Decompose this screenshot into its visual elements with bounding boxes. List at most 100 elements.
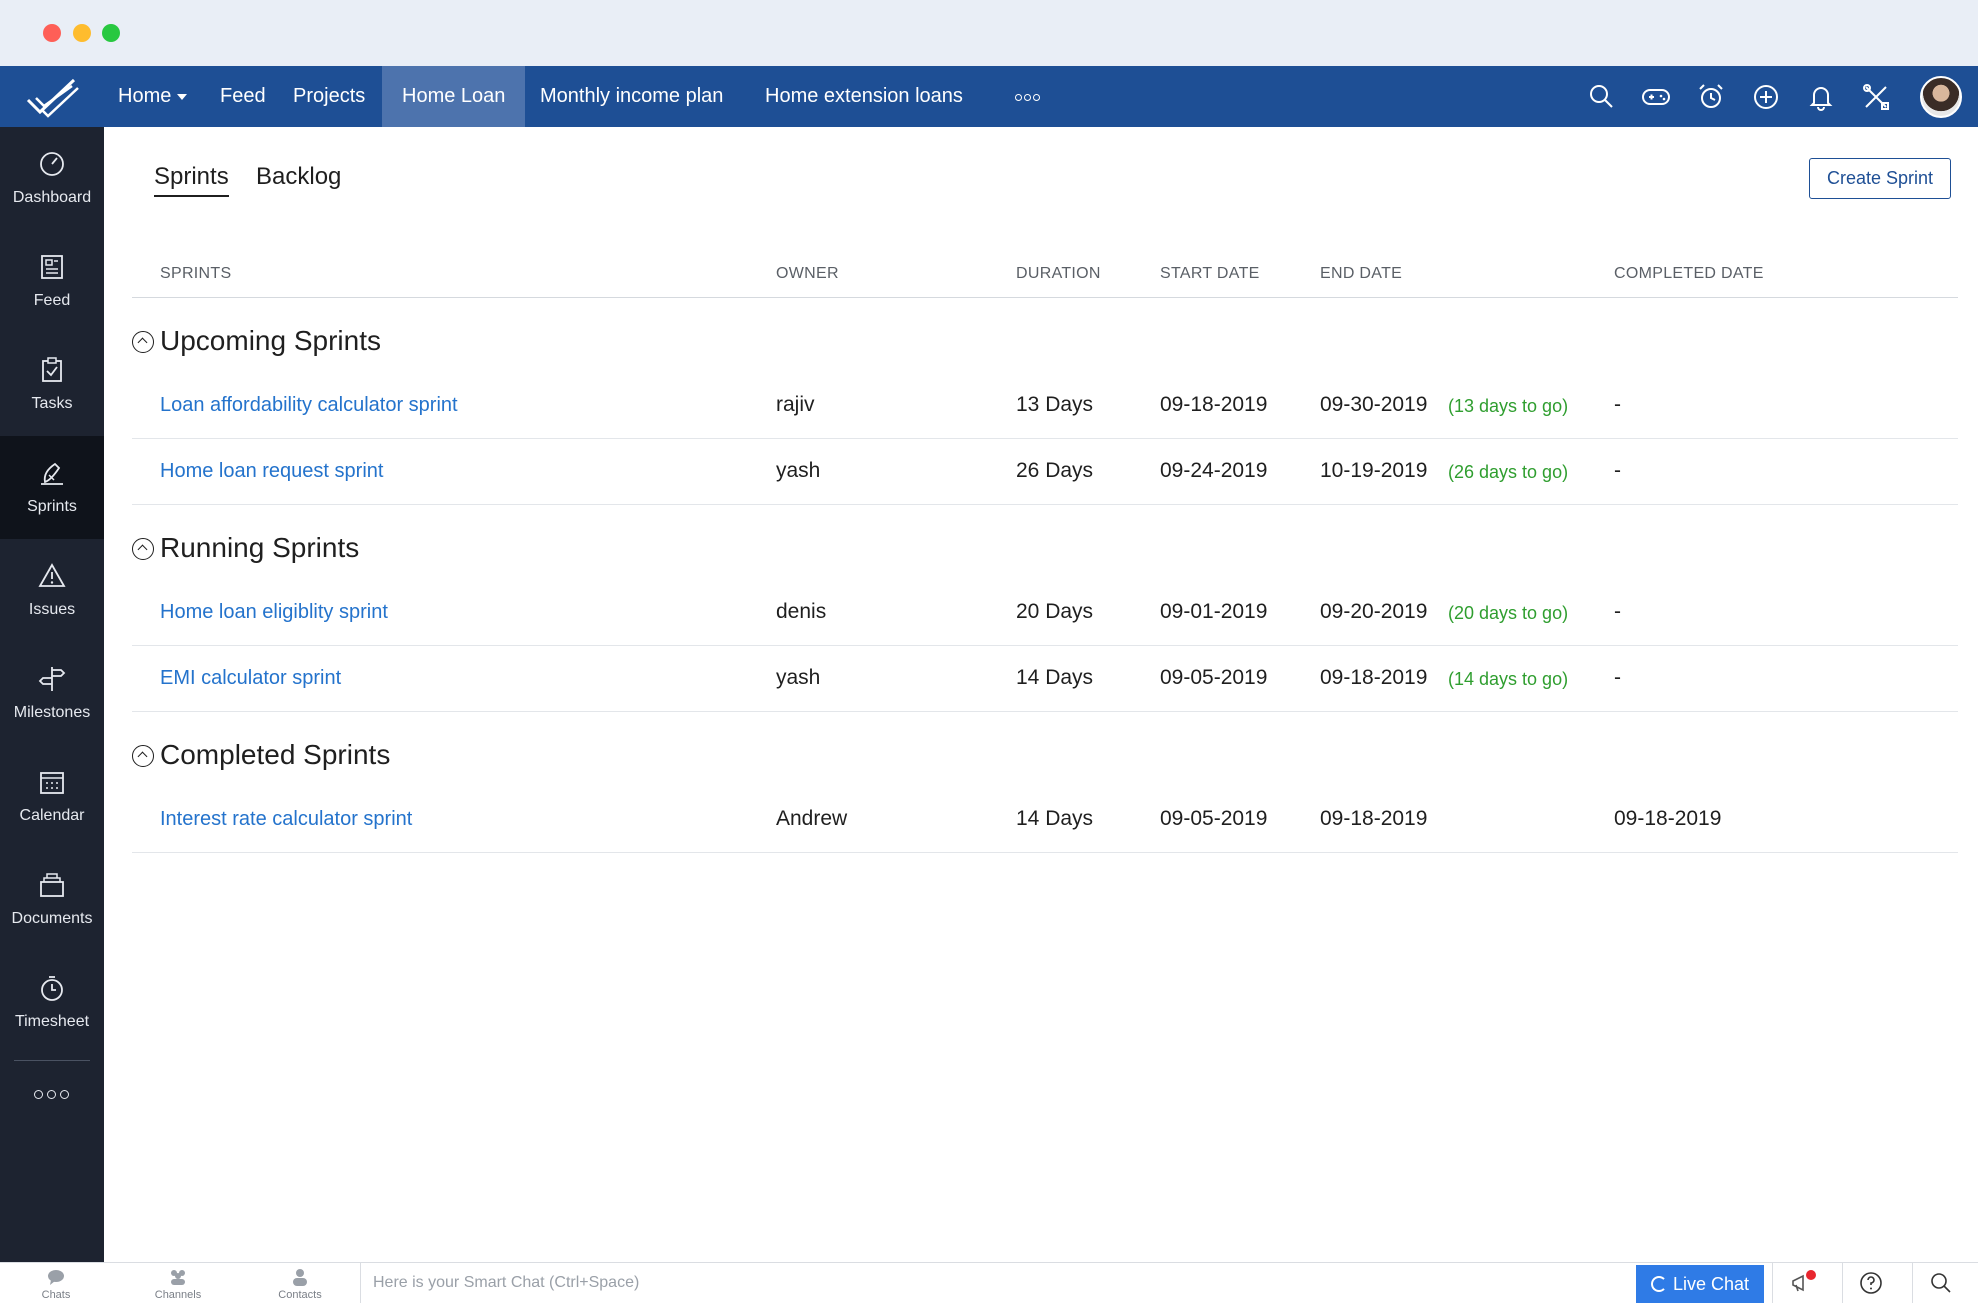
duration-cell: 13 Days xyxy=(1016,393,1094,416)
sidebar-more-icon[interactable] xyxy=(34,1087,70,1101)
nav-projects[interactable]: Projects xyxy=(293,85,366,107)
collapse-toggle-icon[interactable] xyxy=(132,745,154,767)
search-icon[interactable] xyxy=(1912,1263,1968,1303)
contacts-button[interactable]: Contacts xyxy=(260,1263,340,1303)
tools-icon[interactable] xyxy=(1860,81,1892,113)
column-header-completed-date[interactable]: COMPLETED DATE xyxy=(1614,265,1764,282)
days-to-go-label: (20 days to go) xyxy=(1448,603,1569,623)
headset-icon xyxy=(1650,1276,1667,1292)
live-chat-button[interactable]: Live Chat xyxy=(1636,1265,1764,1303)
maximize-window-button[interactable] xyxy=(102,24,120,42)
sidebar-item-tasks[interactable]: Tasks xyxy=(0,333,104,436)
create-sprint-button[interactable]: Create Sprint xyxy=(1809,158,1951,199)
nav-home-extension-loans[interactable]: Home extension loans xyxy=(765,85,963,107)
close-window-button[interactable] xyxy=(43,24,61,42)
channels-label: Channels xyxy=(154,1289,202,1301)
channels-button[interactable]: Channels xyxy=(138,1263,218,1303)
sidebar-item-label: Timesheet xyxy=(14,1013,90,1030)
sidebar-divider xyxy=(14,1060,90,1061)
completed-date-cell: - xyxy=(1614,600,1621,623)
table-row: Loan affordability calculator sprint raj… xyxy=(132,373,1958,439)
stopwatch-icon xyxy=(37,973,67,1003)
contact-person-icon xyxy=(290,1268,310,1286)
chats-button[interactable]: Chats xyxy=(16,1263,96,1303)
speedometer-icon xyxy=(37,149,67,179)
chevron-down-icon xyxy=(177,93,188,100)
chat-bubble-icon xyxy=(46,1268,66,1286)
end-date-cell: 10-19-2019 xyxy=(1320,459,1428,482)
completed-date-cell: - xyxy=(1614,393,1621,416)
main-content: Sprints Backlog Create Sprint SPRINTS OW… xyxy=(104,127,1978,1262)
signpost-icon xyxy=(37,664,67,694)
sidebar-item-label: Feed xyxy=(33,292,71,309)
owner-cell: rajiv xyxy=(776,393,815,416)
sprint-name-link[interactable]: Home loan eligiblity sprint xyxy=(160,601,388,623)
calendar-icon xyxy=(37,767,67,797)
minimize-window-button[interactable] xyxy=(73,24,91,42)
app-logo-icon[interactable] xyxy=(22,74,82,120)
section-upcoming-sprints: Upcoming Sprints xyxy=(132,321,1958,371)
table-header: SPRINTS OWNER DURATION START DATE END DA… xyxy=(132,263,1958,298)
sidebar-item-timesheet[interactable]: Timesheet xyxy=(0,951,104,1054)
plus-circle-icon[interactable] xyxy=(1750,81,1782,113)
sidebar-item-calendar[interactable]: Calendar xyxy=(0,745,104,848)
section-title: Completed Sprints xyxy=(160,739,391,770)
live-chat-label: Live Chat xyxy=(1672,1274,1750,1294)
collapse-toggle-icon[interactable] xyxy=(132,538,154,560)
sidebar: Dashboard Feed Tasks Sprints Issues Mile… xyxy=(0,127,104,1262)
completed-date-cell: - xyxy=(1614,459,1621,482)
nav-more-icon[interactable] xyxy=(1015,66,1045,127)
start-date-cell: 09-24-2019 xyxy=(1160,459,1268,482)
column-header-end-date[interactable]: END DATE xyxy=(1320,265,1403,282)
help-icon[interactable] xyxy=(1842,1263,1898,1303)
end-date-cell: 09-30-2019 xyxy=(1320,393,1428,416)
sidebar-item-label: Documents xyxy=(11,910,93,927)
section-running-sprints: Running Sprints xyxy=(132,528,1958,578)
alarm-clock-icon[interactable] xyxy=(1695,81,1727,113)
sidebar-item-issues[interactable]: Issues xyxy=(0,539,104,642)
sidebar-item-sprints[interactable]: Sprints xyxy=(0,436,104,539)
duration-cell: 14 Days xyxy=(1016,807,1094,830)
sprint-name-link[interactable]: Loan affordability calculator sprint xyxy=(160,394,458,416)
notification-dot xyxy=(1806,1270,1816,1280)
sprint-name-link[interactable]: Home loan request sprint xyxy=(160,460,384,482)
megaphone-icon[interactable] xyxy=(1772,1263,1828,1303)
end-date-cell: 09-18-2019 xyxy=(1320,807,1428,830)
section-title: Running Sprints xyxy=(160,532,360,563)
tab-backlog[interactable]: Backlog xyxy=(256,163,342,190)
column-header-start-date[interactable]: START DATE xyxy=(1160,265,1260,282)
newspaper-icon xyxy=(37,252,67,282)
nav-home[interactable]: Home xyxy=(118,66,188,127)
nav-feed[interactable]: Feed xyxy=(220,85,266,107)
bell-icon[interactable] xyxy=(1805,81,1837,113)
sidebar-item-label: Tasks xyxy=(31,395,73,412)
sprint-name-link[interactable]: EMI calculator sprint xyxy=(160,667,342,689)
sidebar-item-label: Milestones xyxy=(13,704,91,721)
column-header-owner[interactable]: OWNER xyxy=(776,265,839,282)
tab-sprints[interactable]: Sprints xyxy=(154,163,229,197)
smart-chat-input[interactable] xyxy=(360,1263,1635,1303)
duration-cell: 26 Days xyxy=(1016,459,1094,482)
nav-home-loan[interactable]: Home Loan xyxy=(382,66,526,127)
bottom-chat-bar: Chats Channels Contacts Live Chat xyxy=(0,1262,1978,1303)
sidebar-item-milestones[interactable]: Milestones xyxy=(0,642,104,745)
gamepad-icon[interactable] xyxy=(1640,81,1672,113)
column-header-sprints[interactable]: SPRINTS xyxy=(160,265,232,282)
sidebar-item-label: Dashboard xyxy=(12,189,92,206)
table-row: EMI calculator sprint yash 14 Days 09-05… xyxy=(132,646,1958,712)
user-avatar[interactable] xyxy=(1920,76,1962,118)
window-titlebar xyxy=(0,0,1978,66)
collapse-toggle-icon[interactable] xyxy=(132,331,154,353)
days-to-go-label: (14 days to go) xyxy=(1448,669,1569,689)
days-to-go-label: (13 days to go) xyxy=(1448,396,1569,416)
table-row: Home loan request sprint yash 26 Days 09… xyxy=(132,439,1958,505)
sidebar-item-documents[interactable]: Documents xyxy=(0,848,104,951)
sidebar-item-dashboard[interactable]: Dashboard xyxy=(0,127,104,230)
start-date-cell: 09-05-2019 xyxy=(1160,807,1268,830)
sidebar-item-feed[interactable]: Feed xyxy=(0,230,104,333)
nav-monthly-income-plan[interactable]: Monthly income plan xyxy=(540,85,724,107)
column-header-duration[interactable]: DURATION xyxy=(1016,265,1101,282)
owner-cell: yash xyxy=(776,666,821,689)
search-icon[interactable] xyxy=(1586,81,1618,113)
sprint-name-link[interactable]: Interest rate calculator sprint xyxy=(160,808,413,830)
